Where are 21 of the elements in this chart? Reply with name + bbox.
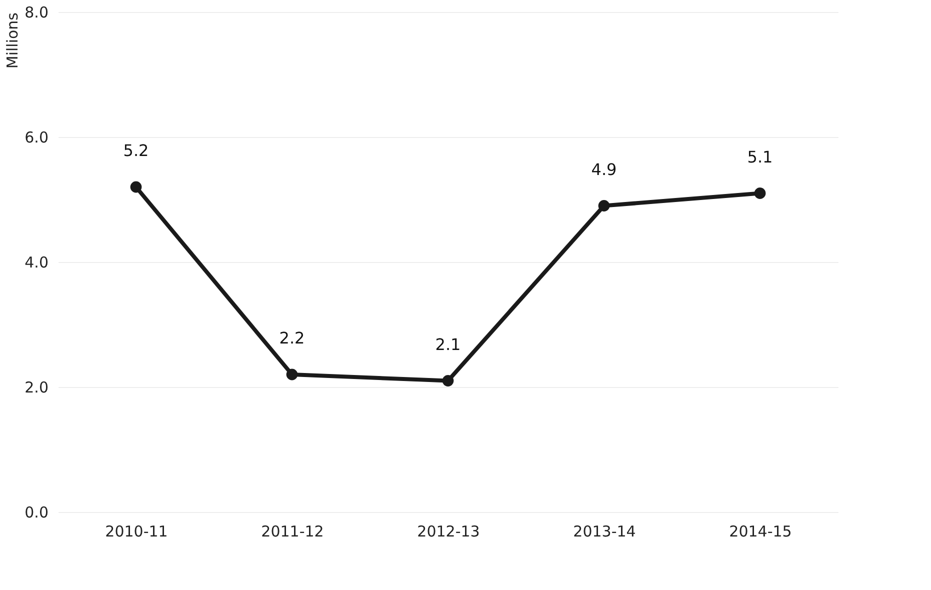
data-label: 2.2 xyxy=(279,328,305,348)
point xyxy=(442,375,454,386)
point xyxy=(598,200,610,212)
y-tick-label: 2.0 xyxy=(24,378,48,396)
x-tick-label: 2010-11 xyxy=(105,522,168,540)
point xyxy=(286,368,298,380)
x-tick-label: 2012-13 xyxy=(417,522,480,540)
x-tick-label: 2013-14 xyxy=(573,522,636,540)
y-tick-label: 0.0 xyxy=(24,504,48,522)
point xyxy=(130,181,142,193)
y-tick-label: 4.0 xyxy=(24,254,48,272)
data-label: 4.9 xyxy=(591,160,617,179)
point xyxy=(754,188,766,199)
data-label: 2.1 xyxy=(435,334,461,354)
y-tick-label: 8.0 xyxy=(24,4,48,22)
y-tick-label: 6.0 xyxy=(24,128,48,146)
data-label: 5.1 xyxy=(747,147,773,166)
data-label: 5.2 xyxy=(123,141,149,160)
x-tick-label: 2014-15 xyxy=(729,522,792,540)
y-axis-title: Millions xyxy=(4,12,22,69)
x-tick-label: 2011-12 xyxy=(261,522,324,540)
